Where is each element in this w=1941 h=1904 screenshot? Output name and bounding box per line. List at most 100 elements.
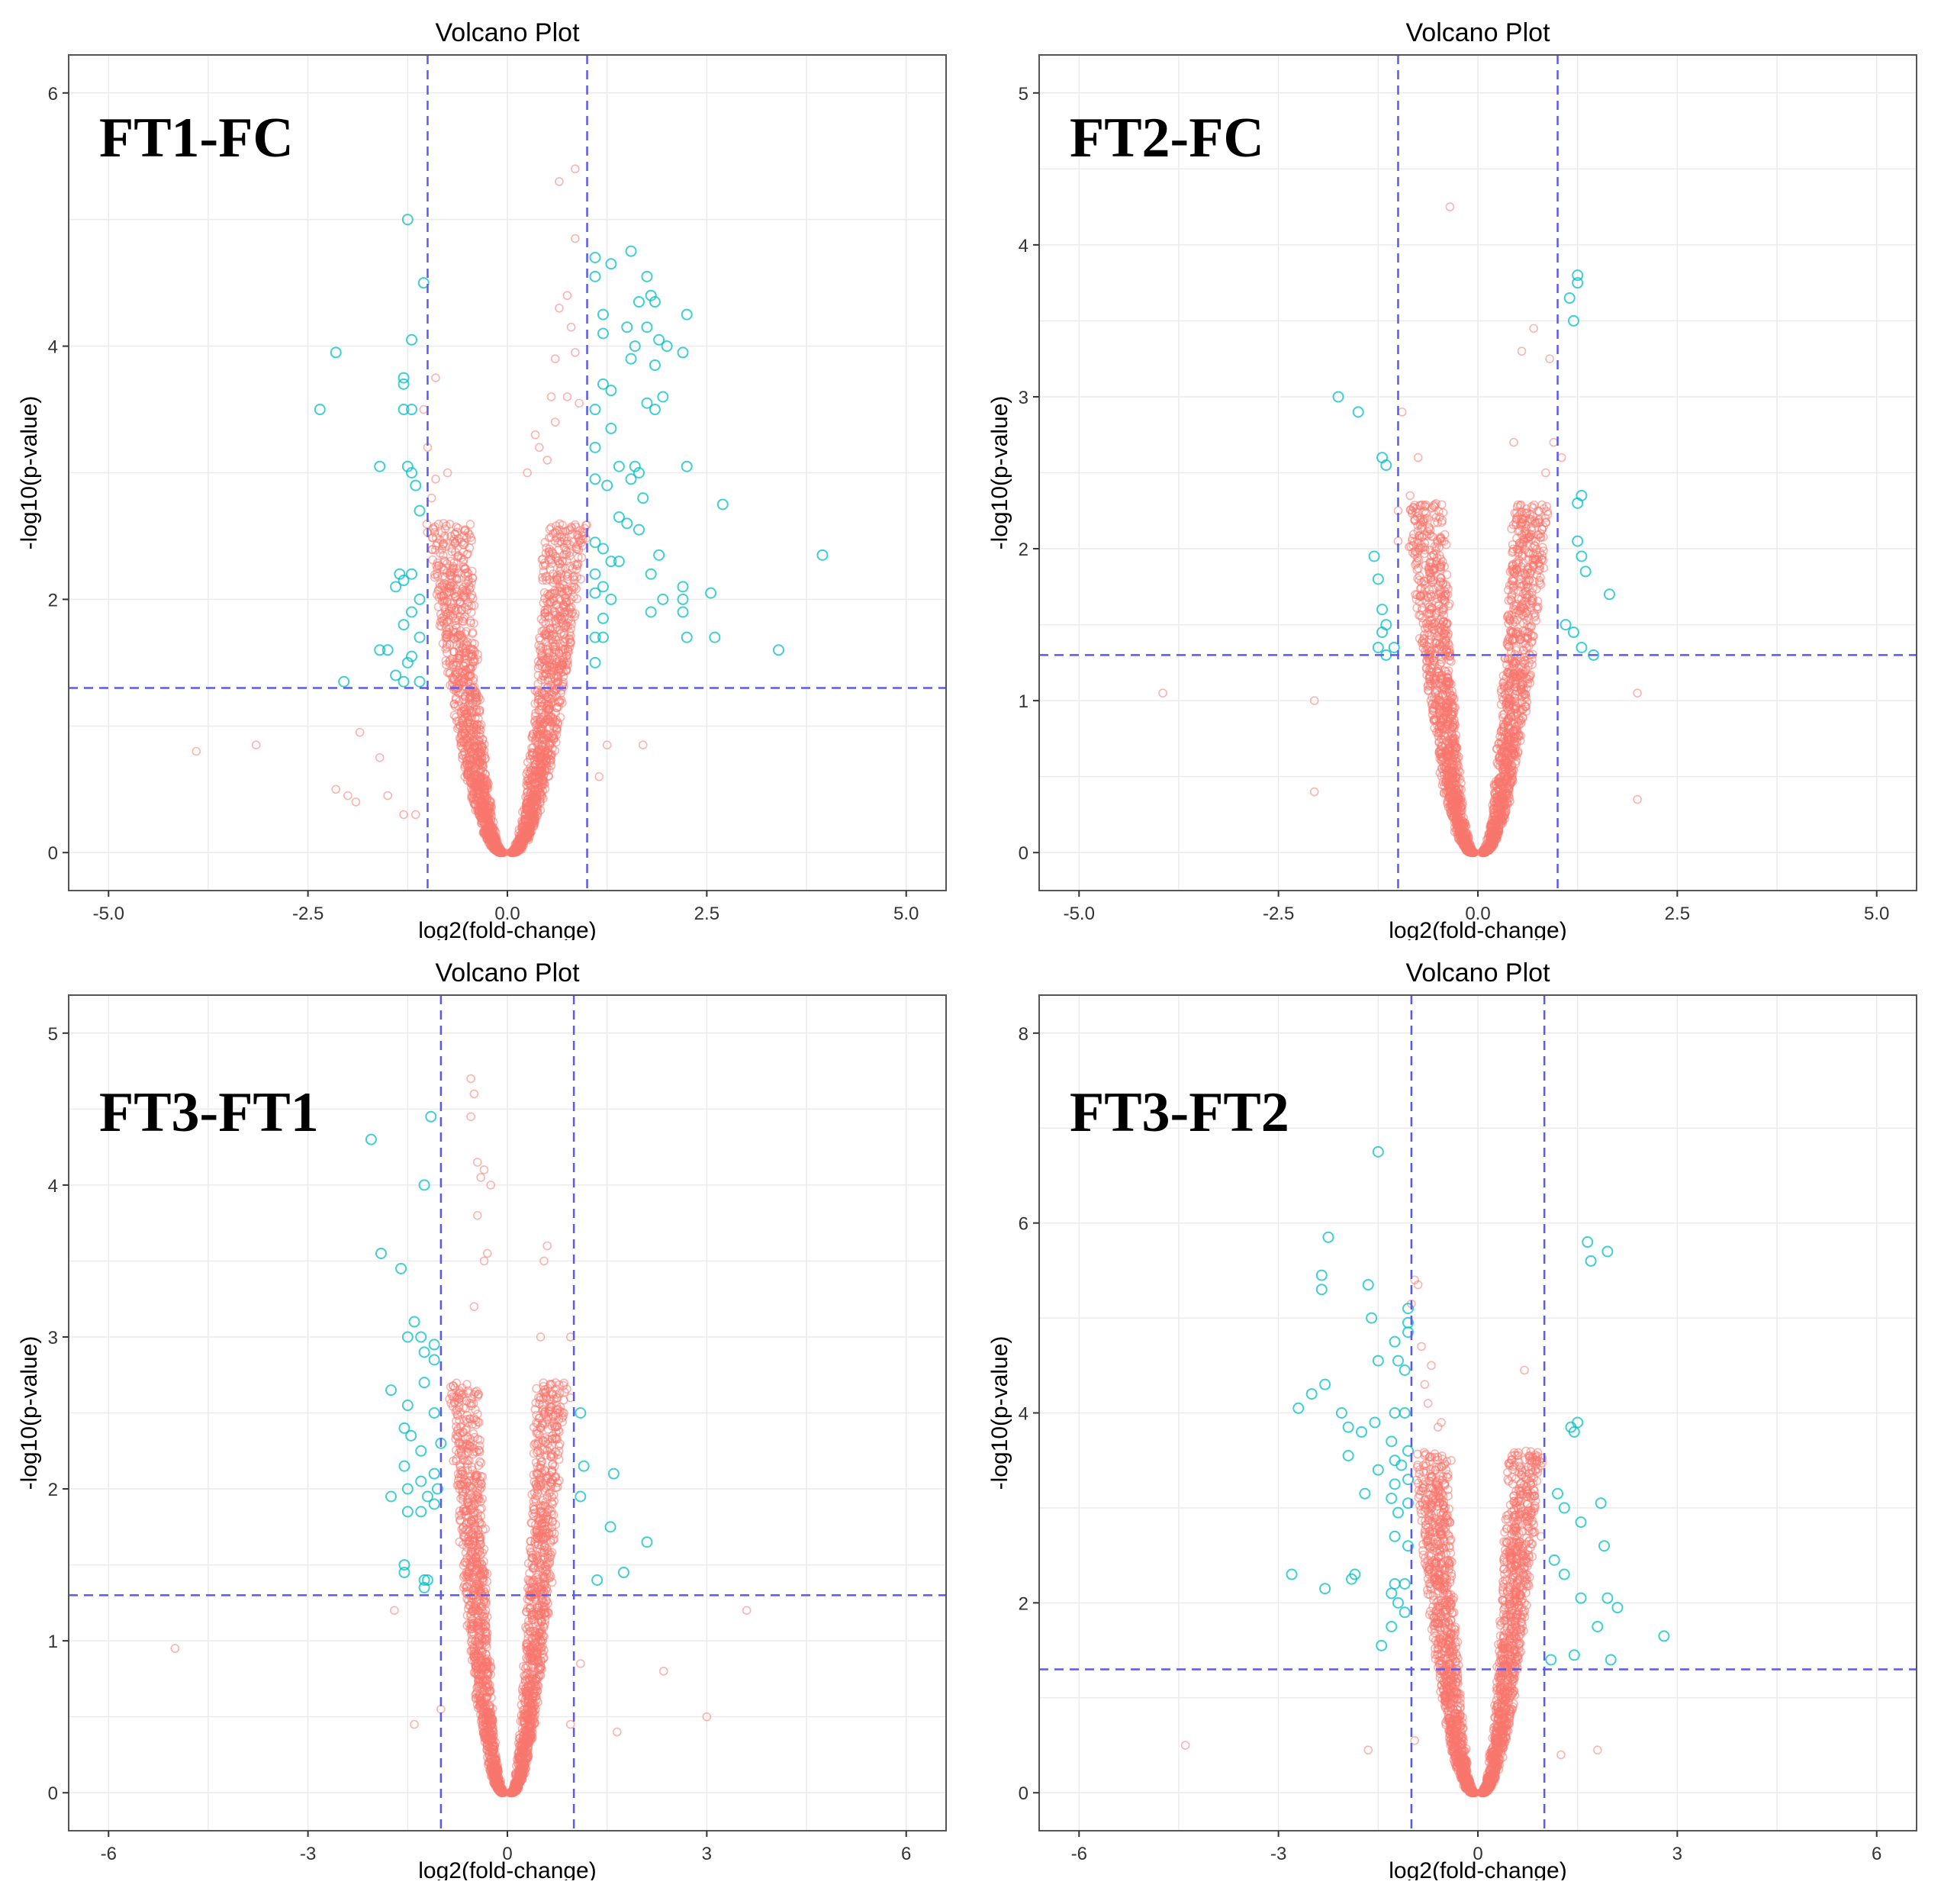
point-not-significant	[550, 354, 560, 363]
point-significant	[597, 543, 609, 555]
point-not-significant	[568, 572, 578, 582]
point-not-significant	[549, 641, 558, 651]
point-not-significant	[526, 800, 536, 809]
point-not-significant	[570, 582, 579, 592]
point-not-significant	[1535, 565, 1544, 574]
point-significant	[653, 549, 665, 561]
point-not-significant	[399, 810, 408, 820]
point-not-significant	[458, 750, 468, 759]
point-not-significant	[541, 619, 550, 628]
point-not-significant	[484, 779, 493, 788]
point-significant	[597, 327, 609, 340]
point-not-significant	[526, 762, 535, 772]
point-not-significant	[638, 740, 648, 750]
point-not-significant	[1508, 604, 1518, 614]
point-not-significant	[468, 735, 478, 745]
point-not-significant	[519, 1661, 528, 1671]
point-not-significant	[1528, 503, 1538, 513]
point-not-significant	[1441, 590, 1451, 600]
point-not-significant	[1542, 501, 1552, 511]
point-not-significant	[1433, 668, 1443, 678]
point-significant	[641, 270, 653, 282]
point-not-significant	[1427, 551, 1436, 561]
point-not-significant	[543, 710, 553, 720]
point-significant	[1579, 565, 1592, 578]
y-tick-label: 2	[48, 590, 58, 611]
point-not-significant	[537, 649, 547, 658]
point-significant	[621, 517, 633, 530]
point-not-significant	[468, 673, 478, 683]
point-not-significant	[549, 730, 559, 739]
point-not-significant	[1453, 806, 1463, 816]
point-not-significant	[575, 398, 584, 408]
point-not-significant	[1444, 698, 1454, 707]
point-not-significant	[569, 592, 578, 601]
point-not-significant	[581, 520, 591, 530]
point-not-significant	[1521, 689, 1531, 699]
point-not-significant	[449, 699, 459, 709]
point-not-significant	[462, 568, 472, 577]
point-significant	[589, 631, 601, 643]
point-not-significant	[469, 720, 479, 730]
point-not-significant	[1413, 453, 1423, 462]
point-not-significant	[1434, 732, 1444, 741]
point-significant	[645, 606, 657, 618]
point-not-significant	[551, 552, 561, 561]
point-not-significant	[1508, 520, 1518, 530]
point-not-significant	[1508, 627, 1518, 637]
point-not-significant	[452, 596, 462, 605]
point-significant	[641, 397, 653, 409]
point-not-significant	[1486, 820, 1496, 830]
point-not-significant	[1455, 775, 1465, 784]
point-significant	[629, 340, 641, 353]
point-not-significant	[1448, 759, 1457, 769]
point-not-significant	[555, 519, 565, 529]
point-significant	[1563, 292, 1576, 304]
point-significant	[681, 308, 693, 321]
point-not-significant	[1517, 346, 1527, 356]
point-not-significant	[1512, 629, 1522, 639]
point-not-significant	[594, 772, 604, 781]
point-significant	[417, 277, 430, 289]
point-not-significant	[1437, 755, 1447, 765]
point-significant	[716, 498, 729, 511]
point-not-significant	[1452, 812, 1462, 822]
point-not-significant	[1498, 719, 1508, 729]
point-not-significant	[1405, 491, 1415, 501]
point-not-significant	[474, 714, 483, 723]
point-significant	[381, 644, 394, 656]
point-not-significant	[536, 715, 545, 725]
point-not-significant	[517, 836, 527, 845]
point-not-significant	[443, 468, 452, 478]
point-significant	[1572, 269, 1584, 282]
point-not-significant	[355, 727, 365, 737]
point-significant	[338, 675, 350, 688]
point-significant	[410, 479, 422, 491]
x-tick-label: -2.5	[1263, 904, 1294, 924]
point-not-significant	[1515, 541, 1524, 551]
point-not-significant	[1412, 565, 1422, 575]
point-significant	[645, 568, 657, 580]
point-not-significant	[1444, 629, 1453, 639]
point-not-significant	[560, 564, 570, 573]
point-not-significant	[1454, 789, 1464, 799]
point-not-significant	[460, 526, 470, 536]
point-not-significant	[383, 791, 392, 801]
point-not-significant	[1531, 555, 1540, 565]
point-not-significant	[549, 596, 558, 606]
point-not-significant	[1420, 501, 1429, 511]
point-not-significant	[1495, 738, 1504, 748]
point-not-significant	[555, 559, 565, 569]
point-not-significant	[1430, 510, 1439, 519]
point-not-significant	[571, 564, 581, 574]
point-not-significant	[1518, 602, 1527, 612]
point-significant	[649, 404, 661, 416]
point-not-significant	[554, 663, 564, 672]
point-not-significant	[1509, 750, 1518, 760]
point-not-significant	[1429, 625, 1439, 635]
point-not-significant	[1528, 631, 1537, 641]
point-not-significant	[533, 746, 542, 756]
point-not-significant	[1431, 598, 1441, 607]
point-not-significant	[520, 814, 530, 823]
point-not-significant	[1528, 583, 1537, 593]
